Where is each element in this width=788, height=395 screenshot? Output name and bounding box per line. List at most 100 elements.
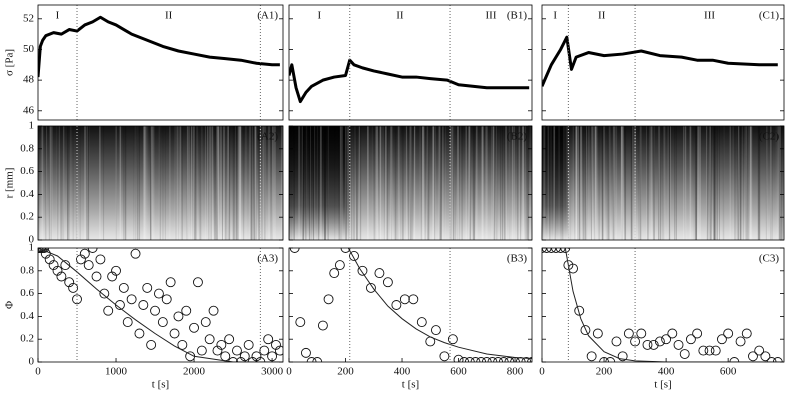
data-point xyxy=(157,317,168,328)
heatmap-stripe xyxy=(251,126,252,240)
heatmap-stripe xyxy=(584,126,585,240)
heatmap-stripe xyxy=(591,126,592,240)
heatmap-stripe xyxy=(766,126,768,240)
heatmap-stripe xyxy=(347,126,349,240)
heatmap-stripe xyxy=(142,126,144,240)
regime-label: III xyxy=(486,10,497,22)
heatmap-stripe xyxy=(527,126,530,240)
heatmap-stripe xyxy=(216,126,219,240)
heatmap-stripe xyxy=(650,126,652,240)
heatmap-stripe xyxy=(632,126,634,240)
heatmap-stripe xyxy=(136,126,139,240)
heatmap-stripe xyxy=(228,126,230,240)
data-point xyxy=(551,248,561,253)
heatmap-stripe xyxy=(348,126,350,240)
data-point xyxy=(173,311,184,322)
heatmap-stripe xyxy=(668,126,671,240)
data-point xyxy=(340,248,351,253)
heatmap-stripe xyxy=(237,126,239,240)
data-point xyxy=(391,300,402,310)
heatmap-stripe xyxy=(79,126,81,240)
heatmap-stripe xyxy=(137,126,139,240)
heatmap-stripe xyxy=(706,126,709,240)
heatmap-stripe xyxy=(327,126,329,240)
data-point xyxy=(661,334,672,345)
data-point xyxy=(271,339,281,350)
heatmap-stripe xyxy=(72,126,74,240)
heatmap-stripe xyxy=(454,126,457,240)
heatmap-stripe xyxy=(496,126,498,240)
data-point xyxy=(729,357,740,362)
heatmap-stripe xyxy=(205,126,206,240)
heatmap-stripe xyxy=(243,126,245,240)
heatmap-stripe xyxy=(606,126,609,240)
heatmap-stripe xyxy=(526,126,528,240)
heatmap-stripe xyxy=(496,126,497,240)
heatmap-stripe xyxy=(739,126,741,240)
plot-area xyxy=(542,248,784,362)
heatmap-stripe xyxy=(379,126,382,240)
plot-area xyxy=(289,126,532,240)
heatmap-stripe xyxy=(465,126,467,240)
data-point xyxy=(72,294,82,305)
heatmap-stripe xyxy=(574,126,576,240)
panel: I II III (C1) xyxy=(541,4,785,121)
heatmap-stripe xyxy=(305,126,307,240)
heatmap-stripe xyxy=(70,126,72,240)
heatmap-stripe xyxy=(612,126,615,240)
data-point xyxy=(592,328,603,339)
heatmap-stripe xyxy=(713,126,715,240)
data-point xyxy=(200,317,211,328)
heatmap-stripe xyxy=(401,126,404,240)
y-tick-label: 0 xyxy=(29,356,35,368)
data-point xyxy=(760,351,771,362)
heatmap-stripe xyxy=(647,126,649,240)
heatmap-stripe xyxy=(174,126,176,240)
data-point xyxy=(64,277,75,288)
heatmap-stripe xyxy=(175,126,177,240)
heatmap-stripe xyxy=(249,126,251,240)
data-point xyxy=(165,277,176,288)
data-point xyxy=(48,260,59,271)
data-point xyxy=(181,305,192,316)
data-point xyxy=(416,317,427,328)
data-point xyxy=(39,248,50,253)
heatmap-stripe xyxy=(744,126,746,240)
heatmap-stripe xyxy=(508,126,511,240)
heatmap-stripe xyxy=(345,126,347,240)
y-axis-label: σ [Pa] xyxy=(4,49,16,76)
data-point xyxy=(204,334,215,345)
heatmap-base xyxy=(38,126,283,240)
heatmap-stripe xyxy=(630,126,632,240)
heatmap-stripe xyxy=(607,126,610,240)
heatmap-stripe xyxy=(200,126,203,240)
heatmap-stripe xyxy=(588,126,590,240)
panel-label: (C3) xyxy=(759,253,780,265)
heatmap-stripe xyxy=(622,126,624,240)
heatmap-stripe xyxy=(591,126,594,240)
heatmap-stripe xyxy=(435,126,436,240)
heatmap-stripe xyxy=(779,126,781,240)
heatmap-stripe xyxy=(747,126,750,240)
heatmap-stripe xyxy=(84,126,87,240)
heatmap-stripe xyxy=(67,126,69,240)
heatmap-stripe xyxy=(621,126,623,240)
heatmap-stripe xyxy=(149,126,152,240)
heatmap-stripe xyxy=(695,126,697,240)
heatmap-stripe xyxy=(390,126,392,240)
heatmap-stripe xyxy=(201,126,203,240)
heatmap-stripe xyxy=(612,126,614,240)
y-tick-label: 0.6 xyxy=(20,165,34,177)
x-tick-label: 400 xyxy=(394,366,411,378)
heatmap-stripe xyxy=(134,126,136,240)
heatmap-stripe xyxy=(750,126,752,240)
heatmap-stripe xyxy=(382,126,384,240)
y-axis-label: r [mm] xyxy=(4,168,16,199)
heatmap-stripe xyxy=(653,126,655,240)
y-tick-label: 1 xyxy=(29,120,35,132)
panel: (B2) xyxy=(288,125,533,241)
heatmap-stripe xyxy=(68,126,70,240)
heatmap-stripe xyxy=(453,126,455,240)
heatmap-stripe xyxy=(653,126,655,240)
heatmap-stripe xyxy=(485,126,488,240)
